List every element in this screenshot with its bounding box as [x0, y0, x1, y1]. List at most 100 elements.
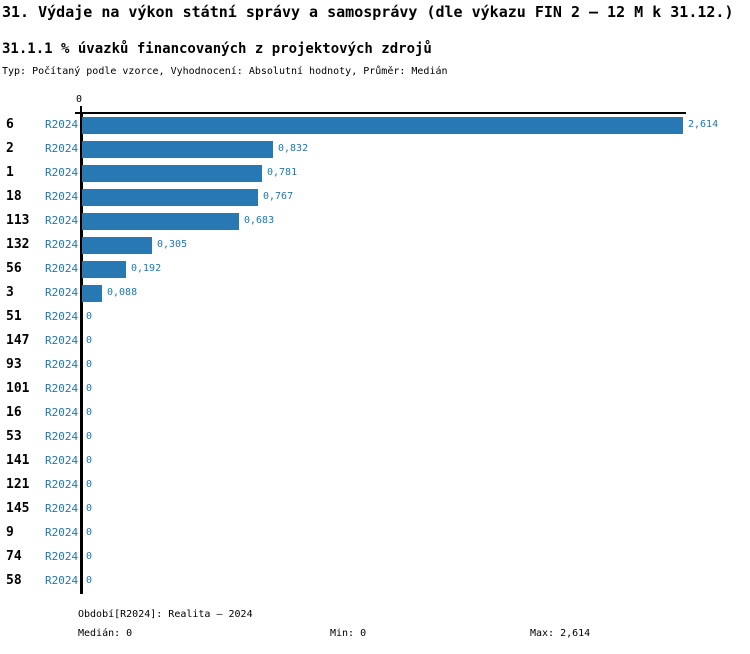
series-label: R2024 — [45, 406, 79, 419]
series-label: R2024 — [45, 310, 79, 323]
chart-row: 93 R2024 0 — [0, 353, 750, 377]
chart-row: 145 R2024 0 — [0, 497, 750, 521]
category-label: 56 — [6, 261, 22, 276]
series-label: R2024 — [45, 550, 79, 563]
value-label: 0 — [86, 551, 93, 562]
category-label: 3 — [6, 285, 14, 300]
series-label: R2024 — [45, 238, 79, 251]
value-label: 0 — [86, 455, 93, 466]
value-label: 0,305 — [157, 239, 188, 250]
chart-row: 6 R2024 2,614 — [0, 113, 750, 137]
chart-row: 16 R2024 0 — [0, 401, 750, 425]
bar — [82, 189, 258, 206]
category-label: 2 — [6, 141, 14, 156]
chart-row: 58 R2024 0 — [0, 569, 750, 593]
chart-row: 56 R2024 0,192 — [0, 257, 750, 281]
value-label: 0,088 — [107, 287, 138, 298]
category-label: 16 — [6, 405, 22, 420]
category-label: 121 — [6, 477, 30, 492]
series-label: R2024 — [45, 382, 79, 395]
chart-row: 9 R2024 0 — [0, 521, 750, 545]
bar — [82, 165, 262, 182]
value-label: 0 — [86, 503, 93, 514]
bar — [82, 237, 152, 254]
category-label: 1 — [6, 165, 14, 180]
category-label: 9 — [6, 525, 14, 540]
series-label: R2024 — [45, 334, 79, 347]
category-label: 101 — [6, 381, 30, 396]
y-axis-line — [80, 113, 83, 594]
chart-row: 121 R2024 0 — [0, 473, 750, 497]
category-label: 53 — [6, 429, 22, 444]
series-label: R2024 — [45, 358, 79, 371]
series-label: R2024 — [45, 502, 79, 515]
chart-row: 147 R2024 0 — [0, 329, 750, 353]
x-axis-tick-label: 0 — [76, 94, 83, 105]
category-label: 141 — [6, 453, 30, 468]
category-label: 51 — [6, 309, 22, 324]
value-label: 0,767 — [263, 191, 294, 202]
chart-row: 1 R2024 0,781 — [0, 161, 750, 185]
chart-row: 53 R2024 0 — [0, 425, 750, 449]
series-label: R2024 — [45, 526, 79, 539]
series-label: R2024 — [45, 118, 79, 131]
value-label: 0 — [86, 407, 93, 418]
category-label: 147 — [6, 333, 30, 348]
series-label: R2024 — [45, 574, 79, 587]
value-label: 0 — [86, 383, 93, 394]
series-label: R2024 — [45, 262, 79, 275]
category-label: 93 — [6, 357, 22, 372]
series-label: R2024 — [45, 166, 79, 179]
chart-row: 74 R2024 0 — [0, 545, 750, 569]
chart-row: 113 R2024 0,683 — [0, 209, 750, 233]
chart-row: 101 R2024 0 — [0, 377, 750, 401]
chart-row: 2 R2024 0,832 — [0, 137, 750, 161]
series-label: R2024 — [45, 190, 79, 203]
series-label: R2024 — [45, 454, 79, 467]
value-label: 0 — [86, 527, 93, 538]
report-title: 31. Výdaje na výkon státní správy a samo… — [2, 3, 734, 21]
value-label: 0 — [86, 311, 93, 322]
x-axis-line — [75, 112, 686, 114]
category-label: 58 — [6, 573, 22, 588]
value-label: 0 — [86, 335, 93, 346]
chart-row: 132 R2024 0,305 — [0, 233, 750, 257]
median-stat: Medián: 0 — [78, 628, 133, 639]
chart-row: 51 R2024 0 — [0, 305, 750, 329]
category-label: 6 — [6, 117, 14, 132]
category-label: 18 — [6, 189, 22, 204]
x-axis-tick-mark — [80, 106, 82, 114]
series-label: R2024 — [45, 214, 79, 227]
bar — [82, 117, 683, 134]
value-label: 0,832 — [278, 143, 309, 154]
series-label: R2024 — [45, 142, 79, 155]
bar — [82, 141, 273, 158]
category-label: 74 — [6, 549, 22, 564]
category-label: 132 — [6, 237, 30, 252]
value-label: 0 — [86, 575, 93, 586]
value-label: 0,683 — [244, 215, 275, 226]
category-label: 145 — [6, 501, 30, 516]
series-label: R2024 — [45, 286, 79, 299]
bar — [82, 261, 126, 278]
value-label: 0,781 — [267, 167, 298, 178]
chart-row: 141 R2024 0 — [0, 449, 750, 473]
series-label: R2024 — [45, 430, 79, 443]
bar — [82, 213, 239, 230]
indicator-meta: Typ: Počítaný podle vzorce, Vyhodnocení:… — [2, 66, 448, 77]
category-label: 113 — [6, 213, 30, 228]
value-label: 0,192 — [131, 263, 162, 274]
value-label: 0 — [86, 479, 93, 490]
chart-row: 18 R2024 0,767 — [0, 185, 750, 209]
indicator-title: 31.1.1 % úvazků financovaných z projekto… — [2, 41, 432, 57]
value-label: 0 — [86, 431, 93, 442]
value-label: 0 — [86, 359, 93, 370]
min-stat: Min: 0 — [330, 628, 367, 639]
series-label: R2024 — [45, 478, 79, 491]
period-label: Období[R2024]: Realita – 2024 — [78, 609, 253, 620]
value-label: 2,614 — [688, 119, 719, 130]
max-stat: Max: 2,614 — [530, 628, 591, 639]
bar — [82, 285, 102, 302]
chart-row: 3 R2024 0,088 — [0, 281, 750, 305]
